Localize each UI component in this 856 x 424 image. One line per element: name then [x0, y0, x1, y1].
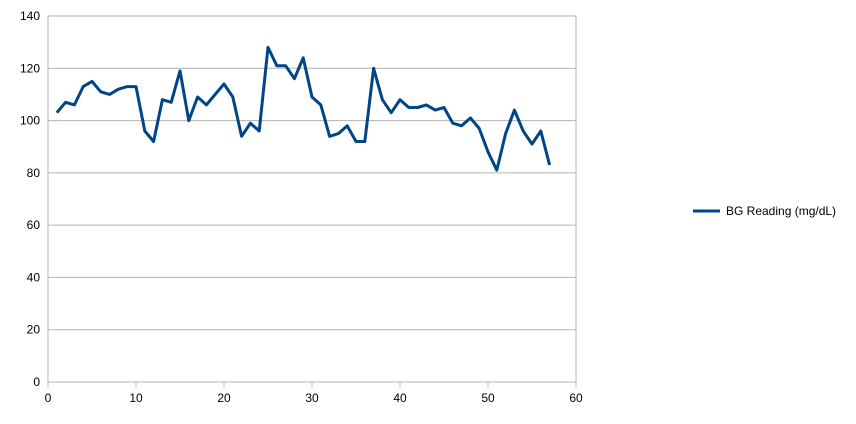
- x-tick-label: 10: [129, 391, 143, 405]
- y-tick-label: 120: [20, 61, 40, 75]
- y-tick-label: 40: [27, 270, 41, 284]
- x-axis-tick-labels: 0 10 20 30 40 50 60: [45, 382, 583, 405]
- y-tick-label: 0: [33, 375, 40, 389]
- x-tick-label: 0: [45, 391, 52, 405]
- x-tick-label: 20: [217, 391, 231, 405]
- y-axis-tick-labels: 0 20 40 60 80 100 120 140: [20, 9, 40, 389]
- y-tick-label: 20: [27, 323, 41, 337]
- legend: BG Reading (mg/dL): [693, 204, 836, 218]
- plot-area: [47, 16, 577, 382]
- x-tick-label: 60: [569, 391, 583, 405]
- series-group: [55, 45, 552, 172]
- y-tick-label: 60: [27, 218, 41, 232]
- gridlines: [48, 15, 576, 383]
- y-tick-label: 140: [20, 9, 40, 23]
- legend-label: BG Reading (mg/dL): [726, 204, 836, 218]
- y-tick-label: 80: [27, 166, 41, 180]
- x-tick-label: 50: [481, 391, 495, 405]
- x-tick-label: 30: [305, 391, 319, 405]
- series-line: [55, 45, 552, 172]
- y-tick-label: 100: [20, 114, 40, 128]
- x-tick-label: 40: [393, 391, 407, 405]
